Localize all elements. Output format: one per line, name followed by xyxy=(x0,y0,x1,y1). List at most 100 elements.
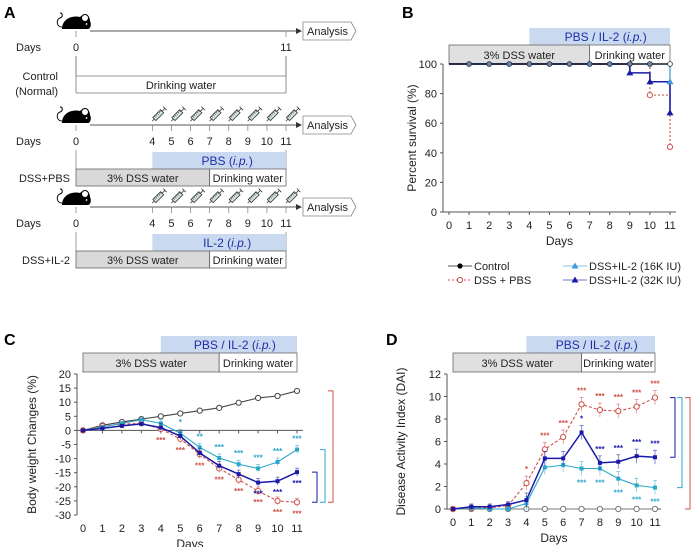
syringe-mark xyxy=(196,111,199,114)
data-point xyxy=(523,480,530,487)
syringe-handle xyxy=(201,106,206,111)
treatment-bar xyxy=(526,336,655,353)
syringe-barrel xyxy=(228,191,241,204)
syringe-mark xyxy=(249,197,252,200)
analysis-box: Analysis xyxy=(302,115,357,135)
data-point xyxy=(274,392,281,400)
x-axis-title: Days xyxy=(540,531,567,545)
panel-b: B 0 20 40 60 80 100 0 1 2 3 4 5 6 7 8 9 10 11 Days Percent s… xyxy=(402,5,681,287)
mouse-ear xyxy=(81,190,89,198)
series-dss-pbs xyxy=(449,63,671,147)
series-dss-il-2-32k-iu- xyxy=(449,63,671,113)
day-tick-label: 6 xyxy=(187,136,193,148)
syringe-plunger xyxy=(161,108,166,112)
data-point xyxy=(506,507,511,511)
day-tick-label: 11 xyxy=(280,42,291,54)
data-point xyxy=(275,479,280,484)
data-point xyxy=(615,505,622,513)
syringe-mark xyxy=(270,114,272,117)
syringe-mark xyxy=(252,195,255,197)
data-point xyxy=(456,276,464,284)
syringe-mark xyxy=(159,192,162,195)
bar-label: Drinking water xyxy=(213,173,284,185)
syringe-mark xyxy=(174,114,177,117)
syringe-needle xyxy=(247,118,251,122)
syringe-handle xyxy=(277,106,282,111)
data-point xyxy=(542,465,547,470)
significance-bracket xyxy=(685,397,691,510)
significance-label: *** xyxy=(234,487,244,496)
syringe-barrel xyxy=(247,191,260,204)
syringe-mark xyxy=(253,193,256,196)
syringe-plunger xyxy=(200,190,204,194)
y-axis-title: Percent survival (%) xyxy=(405,84,419,191)
syringe-mark xyxy=(253,111,256,114)
syringe-barrel xyxy=(285,109,298,122)
mouse-eye xyxy=(85,23,88,25)
drinking-water-bar xyxy=(209,250,287,269)
day-tick-label: 8 xyxy=(226,136,232,148)
x-tick-label: 11 xyxy=(291,523,302,535)
data-point xyxy=(667,61,673,67)
x-tick-label: 6 xyxy=(197,523,203,535)
series-line xyxy=(82,422,298,503)
x-tick-label: 10 xyxy=(644,220,656,232)
syringe-icon xyxy=(171,106,187,122)
syringe-mark xyxy=(154,197,156,200)
timeline-arrow xyxy=(296,122,302,128)
data-point xyxy=(616,476,621,481)
data-point xyxy=(506,61,513,67)
data-point xyxy=(560,433,567,441)
significance-label: *** xyxy=(577,386,587,395)
panel-c: C -30 -25 -20 -15 -10 -5 0 5 10 15 20 0 1 2 3 4 5 6 7 8 9 10 11… xyxy=(4,332,334,547)
syringe-barrel xyxy=(190,191,203,204)
series-dss-pbs: ********************* *** xyxy=(79,420,303,518)
data-point xyxy=(469,504,474,509)
treatment-bar xyxy=(529,28,670,45)
analysis-label: Analysis xyxy=(307,202,348,214)
syringe-icon xyxy=(247,106,263,122)
protocol-row-2: Analysis Days 0 4 5 6 7 8 9 10 11 IL-2 (i.p.) 3% DSS… xyxy=(16,188,357,269)
syringe-mark xyxy=(196,193,199,196)
syringe-handle xyxy=(162,188,168,193)
drinking-water-label: Drinking water xyxy=(583,358,654,370)
significance-label: *** xyxy=(632,438,642,447)
treatment-header: PBS / IL-2 (i.p.)3% DSS water Drinking wa… xyxy=(452,336,656,373)
data-point xyxy=(275,459,280,464)
syringe-mark xyxy=(173,197,176,200)
data-point xyxy=(647,61,653,67)
significance-label: *** xyxy=(253,490,263,499)
syringe-plunger xyxy=(161,190,166,194)
syringe-mark xyxy=(271,195,274,197)
analysis-box: Analysis xyxy=(302,197,357,217)
syringe-icon xyxy=(171,188,187,204)
syringe-needle xyxy=(171,200,174,204)
significance-bracket xyxy=(320,449,326,503)
mouse-tail xyxy=(56,106,63,122)
syringe-barrel xyxy=(247,109,260,122)
analysis-box: Analysis xyxy=(302,21,357,41)
x-tick-label: 10 xyxy=(271,523,283,535)
syringe-plunger xyxy=(257,108,261,112)
analysis-label: Analysis xyxy=(307,120,348,132)
syringe-barrel xyxy=(190,109,203,122)
syringe-mark xyxy=(193,196,196,199)
panel-label-d: D xyxy=(386,332,398,349)
series-line xyxy=(452,431,656,510)
syringe-mark xyxy=(174,196,177,199)
data-point xyxy=(578,505,585,513)
significance-label: * xyxy=(179,418,183,427)
x-tick-label: 8 xyxy=(597,517,603,529)
data-point xyxy=(579,466,584,471)
significance-label: *** xyxy=(650,380,660,389)
panel-a: A Analysis Days 0 11 Drinking water Control (No… xyxy=(4,5,357,269)
x-tick-label: 3 xyxy=(506,220,512,232)
syringe-mark xyxy=(231,114,234,117)
group-label: DSS+PBS xyxy=(19,173,70,185)
syringe-mark xyxy=(197,192,200,195)
panel-label-b: B xyxy=(402,5,414,22)
day-tick-label: 6 xyxy=(187,218,193,230)
x-axis-title: Days xyxy=(176,537,203,547)
day-tick-label: 4 xyxy=(149,136,155,148)
